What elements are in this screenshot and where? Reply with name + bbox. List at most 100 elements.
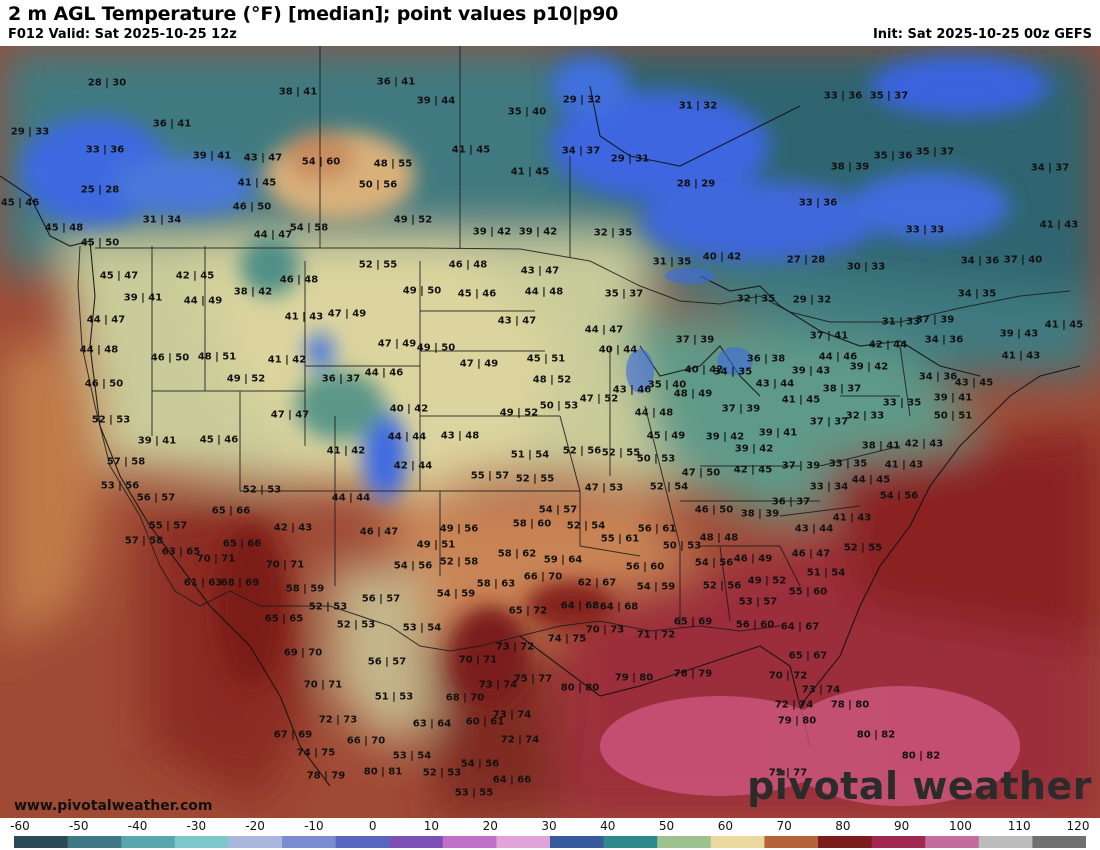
point-value: 59 | 64 bbox=[543, 554, 583, 566]
point-value: 56 | 57 bbox=[136, 492, 176, 504]
colorbar-segment bbox=[978, 836, 1033, 848]
colorbar-tick-label: -10 bbox=[304, 819, 324, 833]
colorbar-tick-label: 110 bbox=[1007, 819, 1031, 833]
point-value: 28 | 29 bbox=[676, 178, 716, 190]
point-value: 42 | 44 bbox=[393, 460, 433, 472]
point-value: 38 | 39 bbox=[830, 161, 870, 173]
point-value: 52 | 53 bbox=[91, 414, 131, 426]
point-value: 43 | 46 bbox=[612, 384, 652, 396]
point-value: 36 | 41 bbox=[376, 76, 416, 88]
point-value: 53 | 55 bbox=[454, 787, 494, 799]
point-value: 29 | 33 bbox=[10, 126, 50, 138]
point-value: 56 | 57 bbox=[367, 656, 407, 668]
point-value: 52 | 53 bbox=[242, 484, 282, 496]
point-value: 41 | 45 bbox=[510, 166, 550, 178]
point-value: 66 | 70 bbox=[523, 571, 563, 583]
point-value: 79 | 80 bbox=[777, 715, 817, 727]
website-url[interactable]: www.pivotalweather.com bbox=[14, 798, 213, 814]
point-value: 49 | 52 bbox=[499, 407, 539, 419]
point-value: 72 | 73 bbox=[318, 714, 358, 726]
point-value: 65 | 72 bbox=[508, 605, 548, 617]
point-value: 72 | 74 bbox=[774, 699, 814, 711]
point-value: 48 | 52 bbox=[532, 374, 572, 386]
point-value: 43 | 47 bbox=[243, 152, 283, 164]
point-value: 44 | 48 bbox=[524, 286, 564, 298]
point-value: 53 | 56 bbox=[100, 480, 140, 492]
point-value: 36 | 37 bbox=[321, 373, 361, 385]
colorbar-segment bbox=[67, 836, 122, 848]
colorbar-segment bbox=[818, 836, 873, 848]
point-value: 35 | 40 bbox=[647, 379, 687, 391]
point-value: 46 | 48 bbox=[279, 274, 319, 286]
point-value: 79 | 80 bbox=[614, 672, 654, 684]
point-value: 39 | 41 bbox=[933, 392, 973, 404]
point-value: 62 | 67 bbox=[577, 577, 617, 589]
point-value: 33 | 35 bbox=[882, 397, 922, 409]
colorbar-tick-label: 70 bbox=[776, 819, 792, 833]
point-value: 52 | 55 bbox=[358, 259, 398, 271]
colorbar-segment bbox=[764, 836, 819, 848]
point-value: 46 | 50 bbox=[694, 504, 734, 516]
point-value: 45 | 47 bbox=[99, 270, 139, 282]
point-value: 54 | 56 bbox=[694, 557, 734, 569]
point-value: 49 | 51 bbox=[416, 539, 456, 551]
point-value: 51 | 54 bbox=[806, 567, 846, 579]
point-value: 52 | 56 bbox=[702, 580, 742, 592]
point-value: 39 | 42 bbox=[705, 431, 745, 443]
valid-time: F012 Valid: Sat 2025-10-25 12z bbox=[8, 27, 237, 42]
point-value: 70 | 71 bbox=[196, 553, 236, 565]
point-value: 78 | 79 bbox=[673, 668, 713, 680]
point-value: 41 | 43 bbox=[1039, 219, 1079, 231]
point-value: 31 | 33 bbox=[881, 316, 921, 328]
point-value: 72 | 74 bbox=[500, 734, 540, 746]
point-value: 39 | 41 bbox=[137, 435, 177, 447]
point-value: 58 | 63 bbox=[476, 578, 516, 590]
point-value: 31 | 34 bbox=[142, 214, 182, 226]
point-value: 36 | 38 bbox=[746, 353, 786, 365]
point-value: 43 | 47 bbox=[497, 315, 537, 327]
header: 2 m AGL Temperature (°F) [median]; point… bbox=[0, 0, 1100, 46]
point-value: 47 | 47 bbox=[270, 409, 310, 421]
point-value: 52 | 54 bbox=[566, 520, 606, 532]
point-value: 34 | 37 bbox=[561, 145, 601, 157]
point-value: 80 | 81 bbox=[363, 766, 403, 778]
point-value: 46 | 49 bbox=[733, 553, 773, 565]
temperature-field bbox=[0, 46, 1100, 818]
point-value: 54 | 56 bbox=[393, 560, 433, 572]
point-value: 25 | 28 bbox=[80, 184, 120, 196]
colorbar-tick-label: 20 bbox=[482, 819, 498, 833]
point-value: 56 | 57 bbox=[361, 593, 401, 605]
point-value: 31 | 35 bbox=[652, 256, 692, 268]
point-value: 38 | 41 bbox=[861, 440, 901, 452]
point-value: 39 | 43 bbox=[791, 365, 831, 377]
point-value: 52 | 53 bbox=[422, 767, 462, 779]
point-value: 34 | 36 bbox=[924, 334, 964, 346]
point-value: 61 | 63 bbox=[183, 577, 223, 589]
point-value: 73 | 74 bbox=[492, 709, 532, 721]
point-value: 64 | 68 bbox=[599, 601, 639, 613]
point-value: 57 | 58 bbox=[124, 535, 164, 547]
point-value: 38 | 42 bbox=[233, 286, 273, 298]
point-value: 38 | 37 bbox=[822, 383, 862, 395]
point-value: 44 | 44 bbox=[387, 431, 427, 443]
point-value: 50 | 56 bbox=[358, 179, 398, 191]
point-value: 34 | 35 bbox=[713, 366, 753, 378]
point-value: 45 | 48 bbox=[44, 222, 84, 234]
point-value: 39 | 42 bbox=[849, 361, 889, 373]
map-title: 2 m AGL Temperature (°F) [median]; point… bbox=[8, 3, 619, 25]
colorbar-tick-label: 80 bbox=[835, 819, 851, 833]
colorbar-tick-label: 60 bbox=[717, 819, 733, 833]
point-value: 44 | 48 bbox=[79, 344, 119, 356]
temperature-map[interactable]: 28 | 30 38 | 41 36 | 41 39 | 44 35 | 40 29 | … bbox=[0, 46, 1100, 818]
point-value: 67 | 69 bbox=[273, 729, 313, 741]
point-value: 30 | 33 bbox=[846, 261, 886, 273]
point-value: 46 | 48 bbox=[448, 259, 488, 271]
point-value: 80 | 82 bbox=[901, 750, 941, 762]
point-value: 52 | 55 bbox=[843, 542, 883, 554]
point-value: 50 | 53 bbox=[539, 400, 579, 412]
point-value: 70 | 72 bbox=[768, 670, 808, 682]
point-value: 35 | 40 bbox=[507, 106, 547, 118]
point-value: 49 | 52 bbox=[226, 373, 266, 385]
colorbar-segment bbox=[496, 836, 551, 848]
point-value: 51 | 53 bbox=[374, 691, 414, 703]
